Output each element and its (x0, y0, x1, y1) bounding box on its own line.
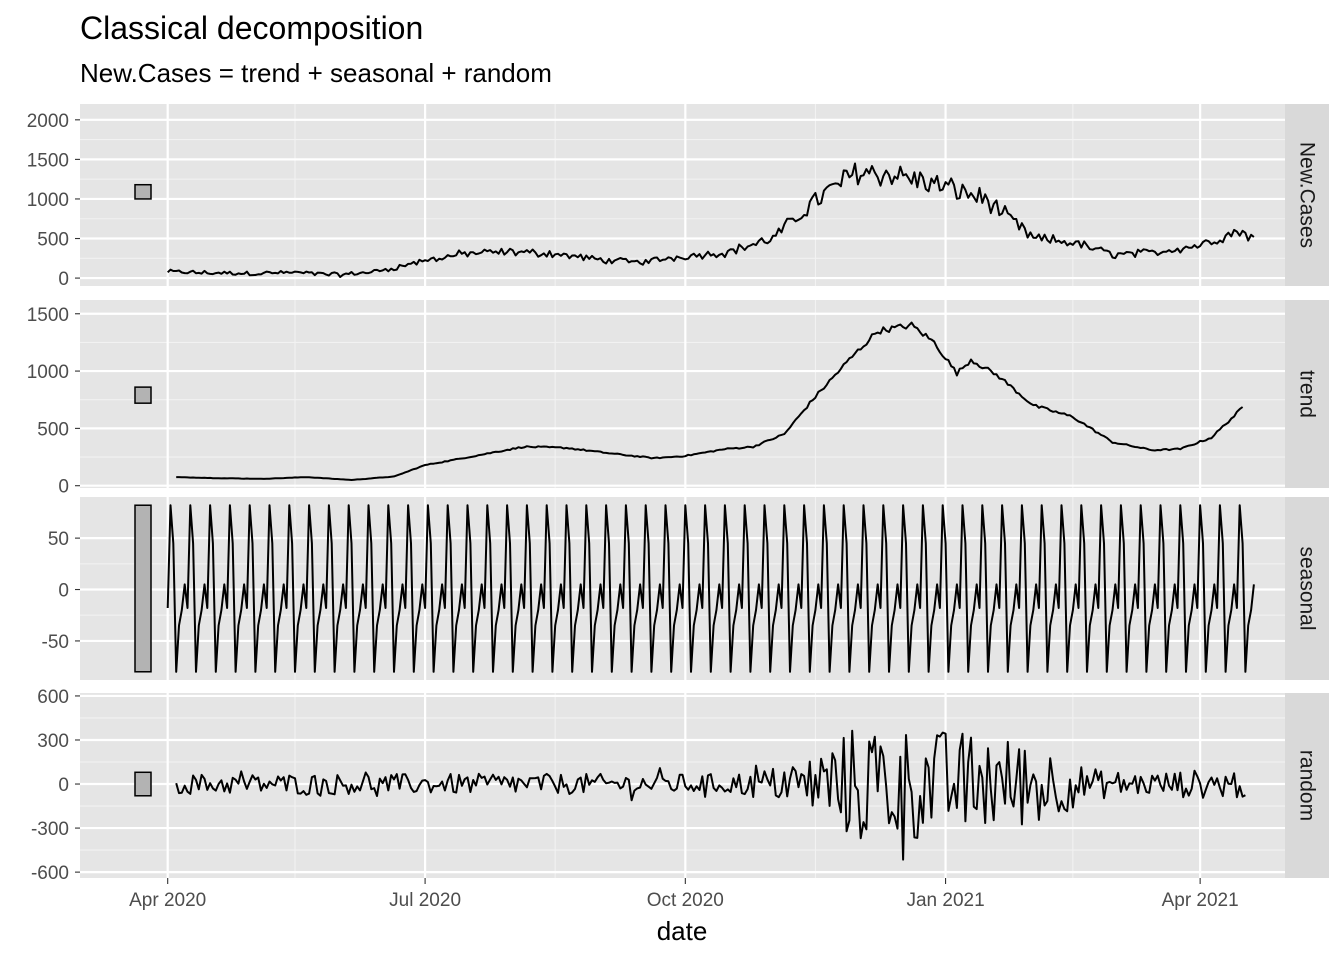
series-line-new-cases (167, 162, 1255, 278)
facet-label: trend (1296, 370, 1319, 418)
x-tick-label: Jul 2020 (389, 890, 461, 911)
y-tick-label: 50 (48, 529, 69, 550)
x-tick-label: Jan 2021 (906, 890, 984, 911)
chart-subtitle: New.Cases = trend + seasonal + random (80, 58, 552, 88)
y-tick-label: 0 (58, 581, 69, 602)
panel-trend: 0 500 1000 1500 trend (27, 300, 1329, 498)
facet-label: random (1296, 750, 1319, 821)
y-tick-label: 500 (37, 419, 69, 440)
y-tick-label: -300 (31, 819, 69, 840)
y-tick-label: 0 (58, 269, 69, 290)
scale-bar (134, 504, 152, 673)
series-line-trend (176, 321, 1244, 481)
y-tick-label: 0 (58, 477, 69, 498)
x-axis: Apr 2020 Jul 2020 Oct 2020 Jan 2021 Apr 2021 (129, 878, 1239, 911)
x-tick-label: Oct 2020 (647, 890, 724, 911)
scale-bar (134, 386, 152, 404)
scale-bar (134, 183, 152, 200)
facet-strip (1285, 300, 1329, 488)
x-tick-label: Apr 2020 (129, 890, 206, 911)
panel-background (80, 104, 1285, 286)
series-line-random (175, 729, 1246, 861)
facet-label: seasonal (1296, 546, 1319, 630)
facet-strip (1285, 497, 1329, 680)
y-tick-label: -600 (31, 863, 69, 884)
y-tick-label: 2000 (27, 111, 69, 132)
panel-new-cases: 0 500 1000 1500 2000 New.Cases (27, 104, 1329, 290)
panel-random: -600 -300 0 300 600 random (31, 687, 1329, 884)
y-tick-label: 1000 (27, 190, 69, 211)
y-tick-label: 600 (37, 687, 69, 708)
panels: 0500100015002000New.Cases050010001500tre… (27, 104, 1329, 884)
facet-strip (1285, 104, 1329, 286)
x-tick-label: Apr 2021 (1162, 890, 1239, 911)
y-tick-label: 1000 (27, 362, 69, 383)
y-tick-label: 1500 (27, 150, 69, 171)
chart-title: Classical decomposition (80, 10, 423, 46)
panel-background (80, 300, 1285, 488)
y-tick-label: 500 (37, 230, 69, 251)
y-tick-label: -50 (42, 632, 69, 653)
panel-seasonal: -50 0 50 seasonal (42, 497, 1329, 680)
facet-label: New.Cases (1296, 142, 1319, 248)
facet-strip (1285, 693, 1329, 878)
series-line-seasonal (166, 504, 1255, 673)
y-tick-label: 300 (37, 731, 69, 752)
y-tick-label: 1500 (27, 305, 69, 326)
y-tick-label: 0 (58, 775, 69, 796)
x-axis-title: date (657, 916, 708, 946)
scale-bar (134, 771, 152, 797)
